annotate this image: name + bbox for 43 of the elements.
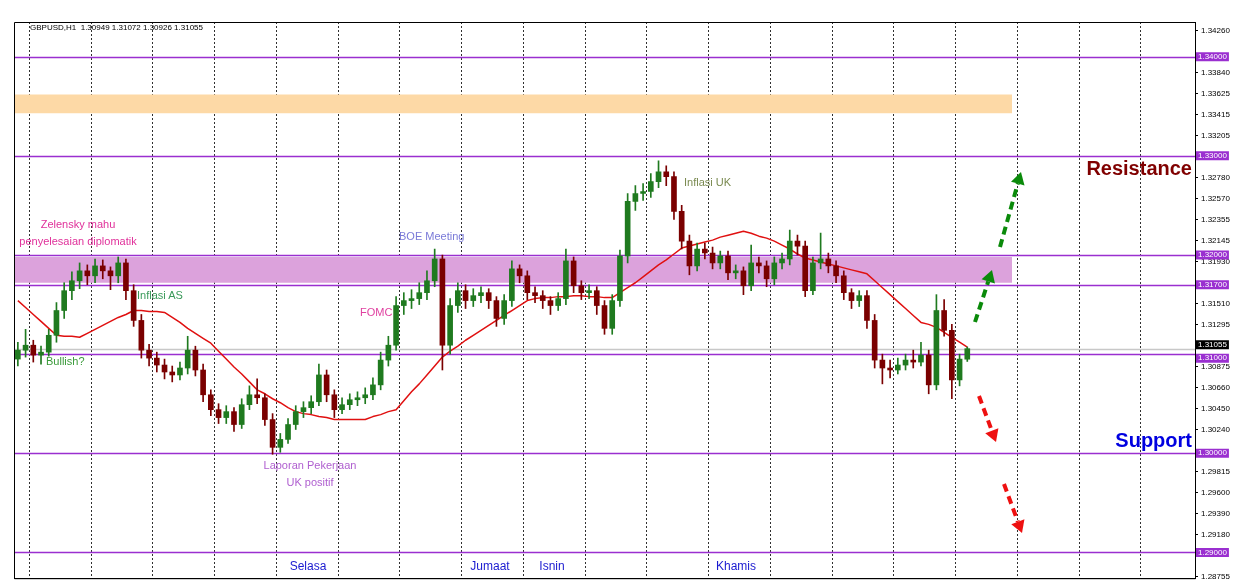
ref-line-label: 1.31700 [1198, 279, 1228, 289]
y-tick-label: 1.32780 [1201, 172, 1231, 182]
ref-line-label: 1.30000 [1198, 448, 1228, 458]
annotation: Bullish? [46, 355, 85, 368]
y-tick-label: 1.29390 [1201, 508, 1231, 518]
y-tick-label: 1.30660 [1201, 383, 1231, 393]
y-tick-label: 1.33840 [1201, 67, 1231, 77]
annotation: FOMC [360, 306, 393, 319]
ref-line-label: 1.31000 [1198, 353, 1228, 363]
y-tick-label: 1.30240 [1201, 424, 1231, 434]
annotation: Jumaat [470, 559, 511, 574]
y-tick-label: 1.31510 [1201, 298, 1231, 308]
y-tick-label: 1.28755 [1201, 571, 1231, 581]
y-tick-label: 1.33625 [1201, 89, 1231, 99]
annotation: Selasa [289, 559, 327, 574]
annotation: Inflasi AS [137, 289, 183, 302]
y-tick-label: 1.30450 [1201, 403, 1231, 413]
ref-line-label: 1.32000 [1198, 250, 1228, 260]
ref-line-label: 1.29000 [1198, 547, 1228, 557]
y-tick-label: 1.32145 [1201, 235, 1231, 245]
ref-line-label: 1.33000 [1198, 151, 1228, 161]
y-tick-label: 1.30875 [1201, 361, 1231, 371]
annotation: BOE Meeting [399, 230, 465, 243]
annotation: Khamis [715, 559, 757, 574]
annotation: Isnin [539, 559, 565, 574]
annotation: Support [1115, 428, 1193, 451]
annotation: Laporan Pekerjaan UK positif [263, 459, 357, 489]
y-tick-label: 1.34260 [1201, 26, 1231, 36]
y-tick-label: 1.33205 [1201, 130, 1231, 140]
annotation: Zelensky mahu penyelesaian diplomatik [19, 218, 138, 248]
y-tick-label: 1.32570 [1201, 193, 1231, 203]
annotation: Resistance [1086, 156, 1192, 179]
annotation: Inflasi UK [684, 176, 732, 189]
y-tick-label: 1.31930 [1201, 257, 1231, 267]
y-tick-label: 1.29180 [1201, 529, 1231, 539]
y-tick-label: 1.29600 [1201, 488, 1231, 498]
ref-line-label: 1.31055 [1198, 339, 1228, 349]
ref-line-label: 1.34000 [1198, 51, 1228, 61]
annotation: GBPUSD,H1 1.30949 1.31072 1.30926 1.31055 [30, 23, 204, 33]
y-tick-label: 1.31295 [1201, 320, 1231, 330]
y-tick-label: 1.32355 [1201, 215, 1231, 224]
y-tick-label: 1.33415 [1201, 109, 1231, 119]
y-tick-label: 1.29815 [1201, 466, 1231, 476]
